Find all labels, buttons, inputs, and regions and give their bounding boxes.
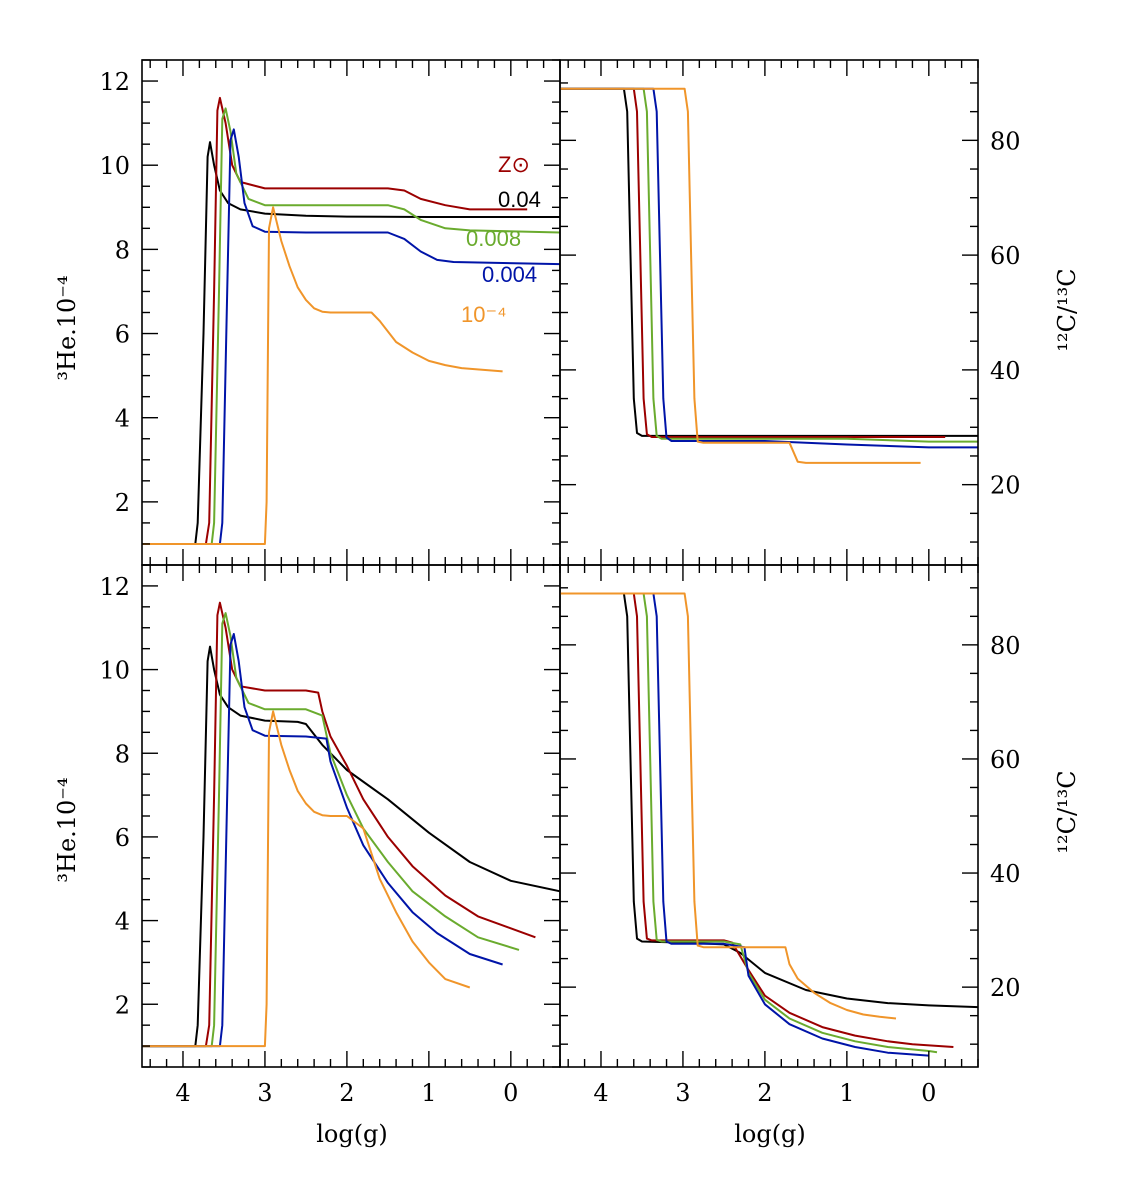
y-tick-label: 60 (990, 242, 1021, 270)
series-line-0008-top-left (142, 107, 561, 545)
series-line-Zsun-bottom-left (142, 601, 536, 1048)
series-line-1e4-bottom-left (142, 710, 471, 1048)
y-axis-title-bottom-right: ¹²C/¹³C (1053, 770, 1081, 853)
x-tick-label: 1 (839, 1079, 854, 1107)
x-tick-label: 2 (339, 1079, 354, 1107)
series-line-1e4-bottom-right (560, 592, 897, 1020)
series-line-0004-bottom-left (142, 633, 503, 1048)
x-tick-label: 0 (921, 1079, 936, 1107)
y-tick-label: 20 (990, 472, 1021, 500)
x-tick-label: 4 (175, 1079, 190, 1107)
plot-frame (559, 59, 979, 566)
x-tick-label: 1 (421, 1079, 436, 1107)
y-tick-label: 60 (990, 746, 1021, 774)
y-axis-title-bottom-left: ³He.10⁻⁴ (53, 777, 81, 882)
series-line-0004-top-right (560, 87, 978, 449)
y-tick-label: 12 (99, 573, 130, 601)
x-tick-label: 4 (593, 1079, 608, 1107)
x-axis-title-right: log(g) (734, 1120, 806, 1148)
plot-frame (559, 564, 979, 1068)
y-tick-label: 10 (99, 657, 130, 685)
x-tick-label: 2 (757, 1079, 772, 1107)
series-line-004-top-left (142, 141, 560, 545)
series-line-Zsun-bottom-right (560, 592, 954, 1048)
legend-label-zsun: Z⊙ (498, 152, 530, 177)
y-tick-label: 12 (99, 68, 130, 96)
y-tick-label: 8 (115, 740, 130, 768)
series-line-004-bottom-right (560, 592, 979, 1009)
legend-label-0.008: 0.008 (466, 226, 521, 251)
y-axis-title-top-left: ³He.10⁻⁴ (53, 275, 81, 380)
y-tick-label: 8 (115, 236, 130, 264)
x-tick-label: 0 (503, 1079, 518, 1107)
y-tick-label: 2 (115, 991, 130, 1019)
y-tick-label: 10 (99, 152, 130, 180)
y-axis-title-top-right: ¹²C/¹³C (1053, 268, 1081, 351)
y-tick-label: 6 (115, 321, 130, 349)
series-line-004-top-right (560, 87, 978, 437)
panel-top-right: 20 40 60 80 (559, 59, 1021, 566)
series-line-0008-bottom-right (560, 592, 938, 1054)
series-line-0008-bottom-left (142, 612, 520, 1048)
y-tick-label: 4 (115, 405, 130, 433)
series-line-0004-bottom-right (560, 592, 929, 1057)
series-line-1e4-top-right (560, 87, 921, 464)
series-line-0008-top-right (560, 87, 978, 443)
x-axis-title-left: log(g) (316, 1120, 388, 1148)
series-line-1e4-top-left (142, 206, 503, 545)
y-tick-label: 6 (115, 824, 130, 852)
y-tick-label: 20 (990, 974, 1021, 1002)
y-tick-label: 4 (115, 908, 130, 936)
y-tick-label: 40 (990, 357, 1021, 385)
x-tick-label: 3 (257, 1079, 272, 1107)
legend: Z⊙ 0.04 0.008 0.004 10⁻⁴ (461, 152, 541, 327)
legend-label-0.004: 0.004 (482, 262, 537, 287)
x-tick-label: 3 (675, 1079, 690, 1107)
legend-label-0.04: 0.04 (498, 187, 541, 212)
panel-bottom-right: 4 3 2 1 0 20 40 60 80 (559, 564, 1021, 1107)
legend-label-1e-4: 10⁻⁴ (461, 302, 507, 327)
series-line-Zsun-top-right (560, 87, 946, 438)
y-tick-label: 2 (115, 489, 130, 517)
y-tick-label: 40 (990, 860, 1021, 888)
series-line-004-bottom-left (142, 645, 561, 1048)
series-line-0004-top-left (142, 128, 561, 545)
y-tick-label: 80 (990, 632, 1021, 660)
y-tick-label: 80 (990, 127, 1021, 155)
